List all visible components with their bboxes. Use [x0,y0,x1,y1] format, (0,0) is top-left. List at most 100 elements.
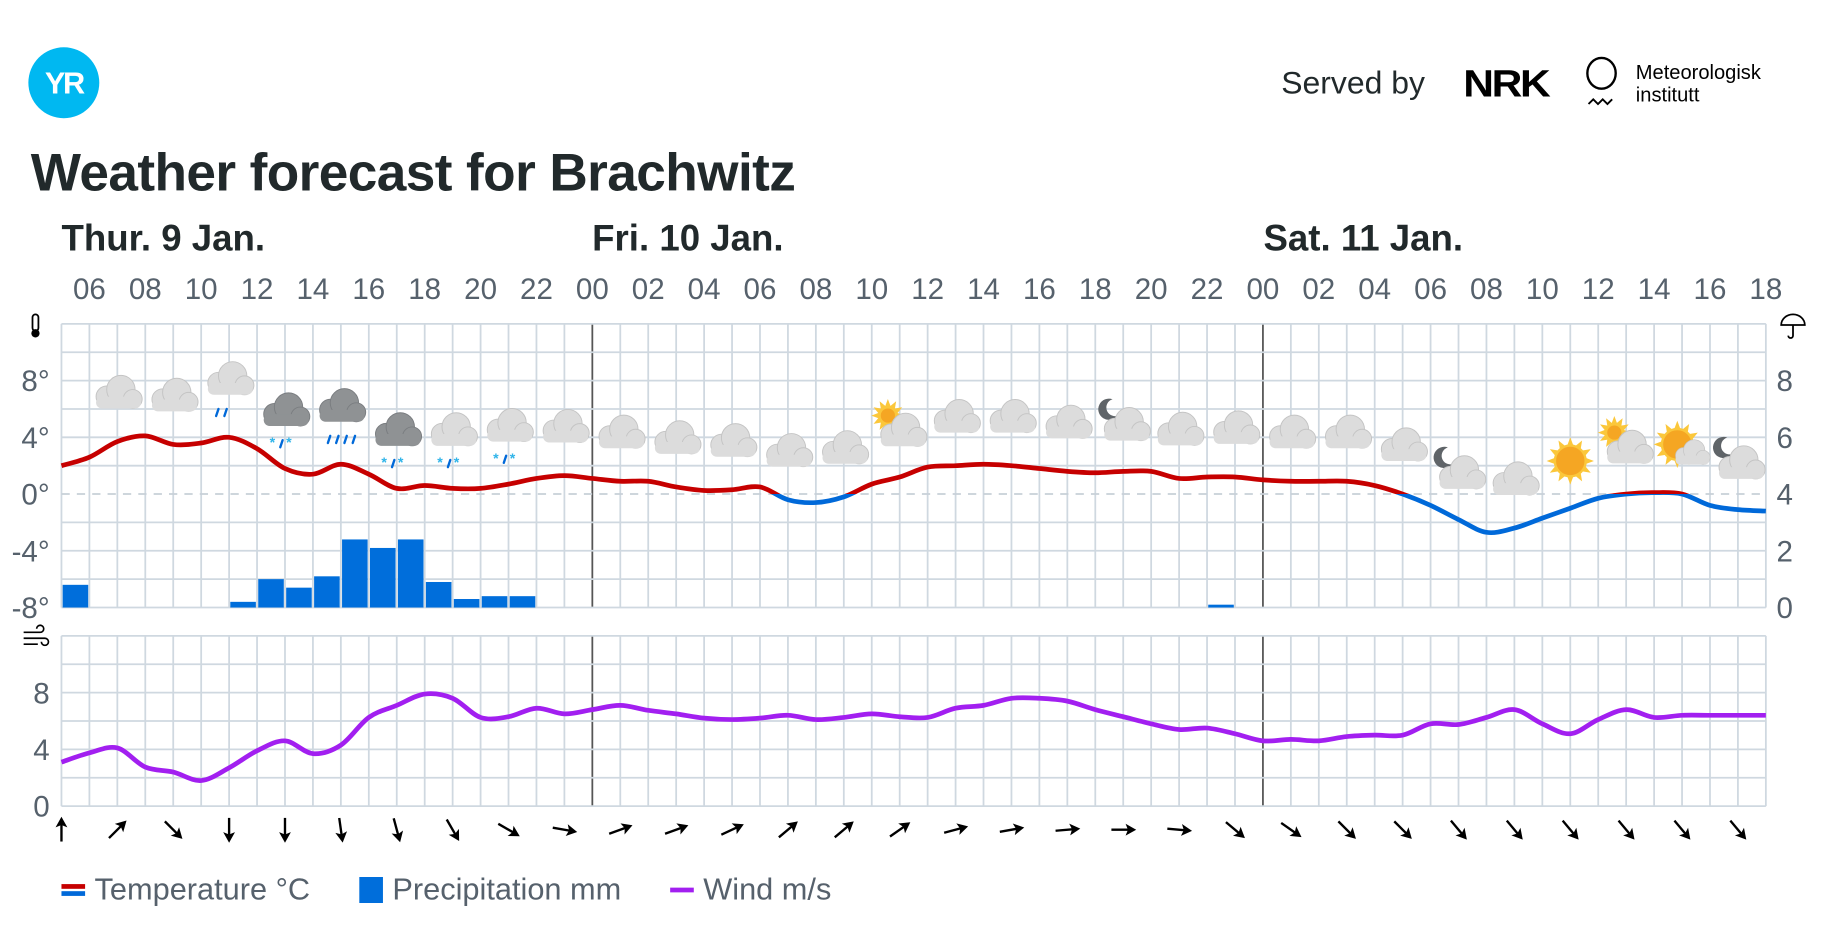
wind-direction-arrow-icon [943,823,969,835]
cloud-base [151,399,197,412]
raindrop [390,458,396,469]
met-logo-line-2: institutt [1635,83,1700,107]
snowflake: * [381,455,387,471]
wind-direction-arrow-icon [108,820,127,839]
cloud-shape [1325,414,1373,449]
precipitation-axis-label: 4 [1776,479,1792,512]
cloud-shape [207,361,255,396]
arrow-head [1344,827,1356,839]
hour-label: 10 [1526,273,1559,306]
legend-wind-label: Wind m/s [703,871,832,907]
cloud-shape [151,377,199,412]
cloud-shape [766,433,814,468]
cloud-shape [263,392,311,427]
sleet-icon: * * [375,412,423,471]
nrk-logo[interactable]: NRK [1463,61,1550,106]
arrow-head [114,820,127,833]
sleet-icon: * * [430,412,478,471]
raindrop [502,454,508,465]
hour-label: 08 [1470,273,1503,306]
hour-label: 04 [688,273,721,306]
cloud-base [766,454,812,467]
arrow-head [1679,827,1691,840]
temperature-axis-label: 4° [21,422,49,455]
snowflake: * [493,451,499,467]
wind-icon-path [23,624,50,647]
sun-ray [1610,416,1618,426]
partlycloudy-night-icon [1098,398,1151,442]
hour-label: 02 [1302,273,1335,306]
cloud-shape [654,420,702,455]
precipitation-axis-label: 2 [1776,535,1792,568]
wind-direction-arrow-icon [889,822,911,838]
hour-label: 18 [1079,273,1112,306]
cloud-base [543,430,589,443]
cloud-shape [375,412,423,447]
thermometer-stem [31,313,40,332]
snowflake: * [454,455,460,471]
legend-temperature: Temperature °C [61,871,310,908]
hour-label: 12 [241,273,274,306]
cloud-shape [95,374,143,409]
cloud-shape [1103,407,1151,442]
cloud-base [487,429,533,442]
met-logo-icon [1586,56,1617,106]
cloud-shape [1157,411,1205,446]
hour-label: 10 [855,273,888,306]
arrow-head [1511,827,1523,840]
arrow-head [898,822,911,834]
cloud-base [319,409,365,422]
cloud-base [263,414,309,426]
moon-shape [1433,446,1453,469]
hour-label: 14 [1638,273,1671,306]
cloud-shape [822,430,870,465]
arrow-head [279,832,291,843]
snowflake: * [510,451,516,467]
cloudy-icon [654,420,702,455]
sun-disc [1553,444,1587,478]
arrow-head [170,827,183,839]
cloud-base [96,396,141,409]
cloud-base [654,442,700,454]
hour-label: 06 [73,273,106,306]
legend-temperature-label: Temperature °C [94,871,311,907]
cloud-base [990,420,1036,433]
sun-ray [1653,440,1664,448]
thermometer-bulb [31,329,40,338]
legend-precipitation-swatch [359,876,383,903]
cloudy-icon [598,414,646,449]
cloud-shape [1213,410,1261,445]
hour-label: 14 [297,273,330,306]
legend-precipitation: Precipitation mm [359,871,621,908]
moon-shape [1712,436,1733,459]
snowflake: * [286,435,292,451]
legend-temperature-swatch [61,883,86,896]
wind-line [60,691,1766,783]
sun-ray [1566,437,1574,447]
arrow-head [785,821,798,833]
sun-disc [1604,423,1624,443]
clearsky-day-icon [1546,437,1594,485]
cloud-shape [989,399,1037,434]
cloud-base [1269,436,1315,449]
precipitation-bar [1208,604,1234,608]
arrow-head [223,832,236,843]
met-logo-text[interactable]: Meteorologisk institutt [1636,61,1761,106]
legend-wind: Wind m/s [670,871,831,908]
precipitation-bar [314,576,340,608]
precipitation-bar [286,587,312,608]
cloud-shape [1606,429,1654,464]
page-title: Weather forecast for Brachwitz [30,141,796,203]
hour-label: 02 [632,273,665,306]
hour-label: 00 [576,273,609,306]
wind-direction-arrow-icon [391,817,404,843]
precipitation-bar [342,539,368,608]
cloud-shape [1439,455,1487,490]
hour-label: 20 [1135,273,1168,306]
temperature-axis-label: 0° [21,479,49,512]
arrow-head [1069,823,1081,836]
temperature-axis-label: -4° [12,535,50,568]
arrow-head [1232,826,1245,839]
yr-logo[interactable]: YR [28,47,100,119]
cloud-base [1607,451,1653,464]
